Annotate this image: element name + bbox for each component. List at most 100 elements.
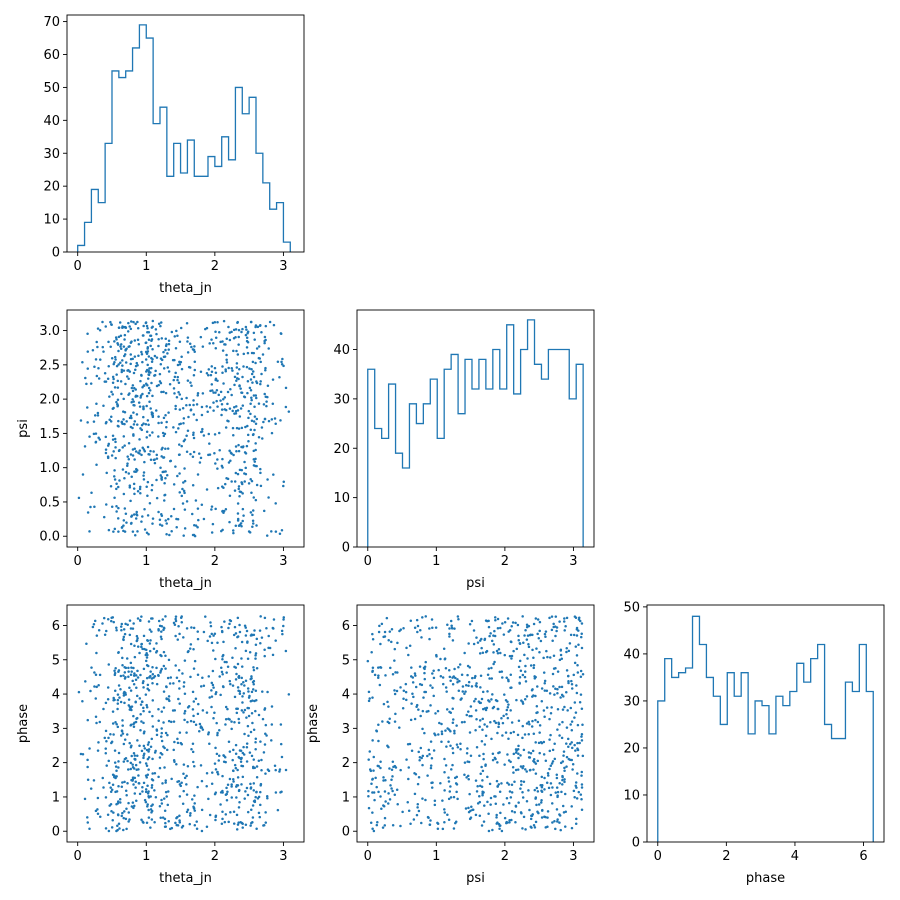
scatter-point <box>521 673 525 677</box>
scatter-point <box>250 690 254 694</box>
scatter-point <box>116 485 120 489</box>
scatter-point <box>110 826 114 829</box>
scatter-point <box>420 821 423 825</box>
scatter-point <box>560 736 564 740</box>
scatter-point <box>558 685 561 689</box>
scatter-point <box>260 769 263 772</box>
scatter-point <box>408 742 412 746</box>
scatter-point <box>160 421 163 424</box>
scatter-point <box>581 673 585 676</box>
scatter-point <box>160 753 164 756</box>
scatter-point <box>113 689 117 693</box>
scatter-point <box>539 801 543 804</box>
scatter-point <box>371 638 375 641</box>
scatter-point <box>149 407 152 410</box>
scatter-point <box>194 723 198 726</box>
scatter-point <box>224 426 228 429</box>
scatter-point <box>131 679 134 683</box>
scatter-point <box>140 720 143 723</box>
scatter-point <box>518 659 522 663</box>
scatter-point <box>543 632 547 636</box>
scatter-point <box>263 335 267 339</box>
scatter-point <box>229 810 232 814</box>
scatter-point <box>133 644 136 648</box>
scatter-point <box>180 494 184 498</box>
scatter-point <box>107 528 111 532</box>
scatter-point <box>435 653 438 657</box>
scatter-point <box>280 528 284 532</box>
scatter-point <box>231 369 234 372</box>
scatter-point <box>133 672 136 675</box>
y-tick-label: 0 <box>632 836 640 851</box>
scatter-point <box>240 391 244 394</box>
scatter-point <box>494 802 498 805</box>
scatter-point <box>200 405 204 409</box>
scatter-point <box>120 814 123 818</box>
scatter-point <box>450 626 454 630</box>
scatter-point <box>240 468 243 472</box>
scatter-point <box>257 345 261 348</box>
scatter-point <box>404 682 408 686</box>
scatter-point <box>502 633 506 636</box>
scatter-point <box>141 786 144 789</box>
scatter-point <box>536 810 539 813</box>
x-tick-label: 2 <box>211 849 219 864</box>
scatter-point <box>252 375 256 379</box>
scatter-point <box>117 785 120 788</box>
x-axis-label: psi <box>466 576 485 591</box>
scatter-point <box>280 629 284 633</box>
scatter-point <box>155 642 158 645</box>
scatter-point <box>265 400 268 403</box>
scatter-point <box>142 324 145 328</box>
scatter-point <box>466 774 470 778</box>
y-tick-label: 0 <box>342 825 350 840</box>
scatter-point <box>233 375 237 379</box>
scatter-point <box>147 423 150 426</box>
scatter-point <box>225 798 229 802</box>
scatter-point <box>393 659 396 662</box>
scatter-point <box>151 347 154 351</box>
scatter-point <box>464 690 467 693</box>
scatter-point <box>110 323 113 326</box>
scatter-point <box>262 824 265 827</box>
scatter-point <box>135 394 139 398</box>
scatter-point <box>102 707 105 711</box>
scatter-point <box>173 623 177 626</box>
scatter-point <box>493 795 496 798</box>
scatter-point <box>198 452 201 455</box>
scatter-point <box>532 732 536 735</box>
scatter-point <box>465 713 468 717</box>
scatter-point <box>247 482 251 485</box>
scatter-point <box>134 674 138 677</box>
scatter-point <box>521 736 524 740</box>
scatter-point <box>238 692 242 696</box>
scatter-point <box>236 502 240 505</box>
scatter-point <box>239 760 243 764</box>
scatter-point <box>454 821 457 825</box>
scatter-point <box>116 725 120 729</box>
scatter-point <box>127 811 131 814</box>
scatter-point <box>196 394 199 397</box>
scatter-point <box>252 449 256 453</box>
scatter-point <box>131 763 134 766</box>
scatter-point <box>370 650 373 654</box>
scatter-point <box>188 814 192 817</box>
scatter-point <box>214 371 218 374</box>
scatter-point <box>111 438 115 441</box>
scatter-point <box>186 340 189 343</box>
scatter-point <box>130 475 133 478</box>
scatter-point <box>245 742 249 745</box>
scatter-point <box>193 764 196 768</box>
scatter-point <box>575 634 579 637</box>
scatter-point <box>467 806 470 810</box>
scatter-point <box>367 699 371 703</box>
scatter-point <box>92 432 96 436</box>
scatter-point <box>221 810 224 813</box>
scatter-point <box>192 431 195 434</box>
scatter-point <box>129 661 133 665</box>
scatter-point <box>146 480 150 484</box>
scatter-point <box>436 827 440 830</box>
scatter-point <box>241 826 244 829</box>
scatter-point <box>111 393 114 396</box>
